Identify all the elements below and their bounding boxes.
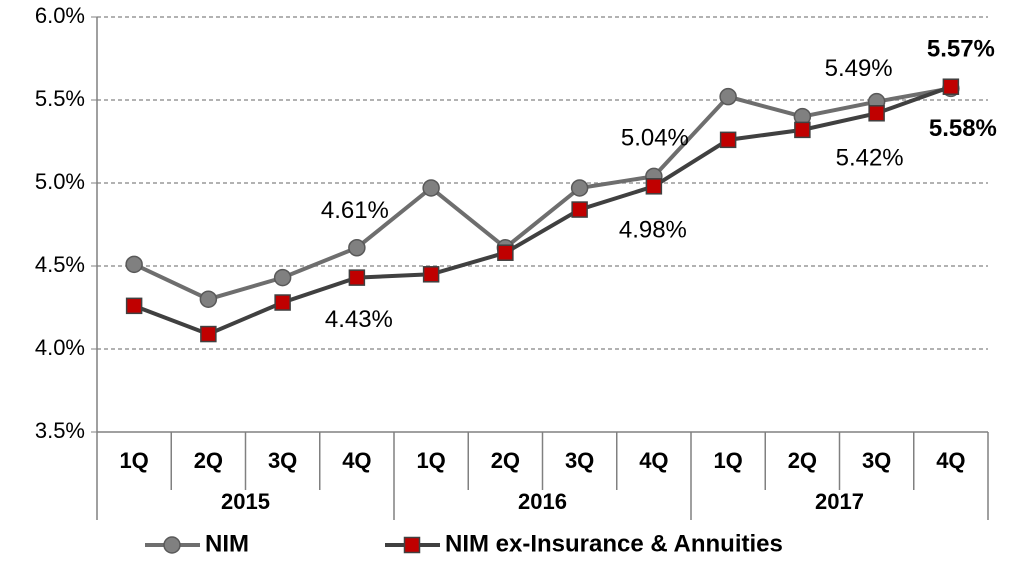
point bbox=[497, 244, 514, 261]
point bbox=[125, 255, 143, 274]
y-tick-label: 6.0% bbox=[35, 3, 85, 28]
x-tick-label: 4Q bbox=[342, 448, 371, 473]
x-tick-label: 2Q bbox=[788, 448, 817, 473]
data-label: 5.04% bbox=[621, 125, 689, 152]
x-tick-label: 3Q bbox=[862, 448, 891, 473]
point bbox=[719, 87, 737, 106]
legend-marker bbox=[403, 536, 421, 554]
data-label: 5.42% bbox=[836, 145, 904, 172]
x-tick-label: 1Q bbox=[119, 448, 148, 473]
point bbox=[273, 268, 292, 287]
legend-marker bbox=[163, 536, 181, 554]
legend-label: NIM bbox=[205, 530, 249, 557]
data-label: 4.98% bbox=[619, 217, 687, 244]
data-label: 4.43% bbox=[325, 306, 393, 333]
legend-label: NIM ex-Insurance & Annuities bbox=[445, 530, 783, 557]
point bbox=[571, 201, 588, 218]
data-label: 5.58% bbox=[929, 115, 997, 142]
point bbox=[274, 294, 291, 311]
y-tick-label: 4.5% bbox=[35, 252, 85, 277]
y-tick-label: 5.0% bbox=[35, 169, 85, 194]
point bbox=[348, 238, 366, 257]
x-tick-label: 2Q bbox=[491, 448, 520, 473]
point bbox=[200, 325, 217, 343]
data-label: 5.49% bbox=[825, 55, 893, 82]
point bbox=[422, 179, 440, 197]
x-tick-label: 4Q bbox=[639, 448, 668, 473]
x-tick-label: 3Q bbox=[268, 448, 297, 473]
x-tick-label: 4Q bbox=[936, 448, 965, 473]
x-tick-label: 2Q bbox=[194, 448, 223, 473]
point bbox=[199, 290, 218, 308]
data-label: 5.57% bbox=[927, 36, 995, 63]
group-label: 2015 bbox=[221, 489, 270, 514]
point bbox=[125, 297, 143, 315]
series-line bbox=[133, 86, 952, 302]
point bbox=[794, 121, 811, 139]
point bbox=[719, 131, 737, 149]
data-label: 4.61% bbox=[321, 197, 389, 224]
x-tick-label: 1Q bbox=[416, 448, 445, 473]
group-label: 2017 bbox=[815, 489, 864, 514]
series-line bbox=[133, 84, 952, 337]
point bbox=[348, 269, 366, 286]
point bbox=[868, 105, 885, 122]
x-tick-label: 1Q bbox=[713, 448, 742, 473]
y-tick-label: 5.5% bbox=[35, 86, 85, 111]
y-tick-label: 3.5% bbox=[35, 418, 85, 443]
x-tick-label: 3Q bbox=[565, 448, 594, 473]
y-tick-label: 4.0% bbox=[35, 335, 85, 360]
point bbox=[645, 178, 663, 195]
group-label: 2016 bbox=[518, 489, 567, 514]
point bbox=[422, 266, 440, 283]
point bbox=[942, 78, 960, 95]
point bbox=[570, 179, 589, 197]
